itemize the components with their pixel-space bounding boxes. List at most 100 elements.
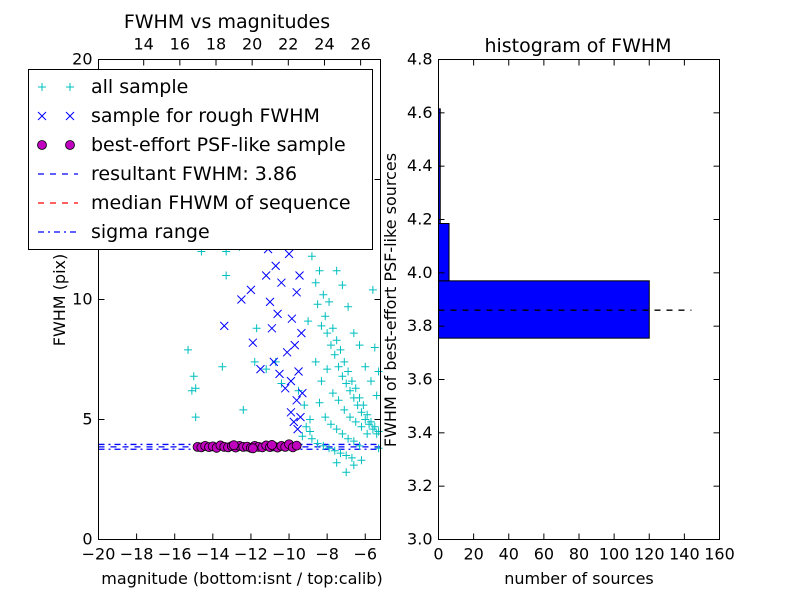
point-2-26 bbox=[291, 440, 302, 451]
point-0-93 bbox=[355, 341, 364, 350]
point-0-73 bbox=[307, 434, 316, 443]
right-xtick-label-8: 160 bbox=[704, 545, 735, 564]
point-0-80 bbox=[347, 453, 356, 462]
point-0-45 bbox=[357, 408, 366, 417]
point-0-12 bbox=[252, 324, 261, 333]
point-0-6 bbox=[218, 362, 227, 371]
point-0-74 bbox=[313, 439, 322, 448]
right-ytick-label-0: 3.0 bbox=[407, 530, 432, 549]
point-0-64 bbox=[363, 429, 372, 438]
left-toptick-label-3: 20 bbox=[242, 35, 262, 54]
point-0-57 bbox=[323, 365, 332, 374]
right-xtick-label-4: 80 bbox=[569, 545, 589, 564]
point-1-32 bbox=[296, 412, 305, 422]
point-0-71 bbox=[349, 437, 358, 446]
point-0-7 bbox=[222, 271, 231, 280]
point-0-67 bbox=[326, 420, 335, 429]
right-ytick-label-6: 4.2 bbox=[407, 210, 432, 229]
point-0-54 bbox=[374, 427, 383, 436]
point-0-36 bbox=[340, 357, 349, 366]
left-ytick-label-1: 5 bbox=[82, 410, 92, 429]
legend-marker-b-0 bbox=[66, 83, 74, 91]
point-0-47 bbox=[361, 415, 370, 424]
point-0-82 bbox=[342, 468, 351, 477]
point-0-31 bbox=[330, 350, 339, 359]
point-0-15 bbox=[277, 379, 286, 388]
point-0-91 bbox=[344, 302, 353, 311]
legend-frame bbox=[28, 69, 373, 250]
point-1-23 bbox=[289, 417, 299, 427]
point-0-52 bbox=[370, 422, 379, 431]
right-bars bbox=[438, 108, 650, 339]
left-xtick-label-4: −12 bbox=[234, 545, 268, 564]
right-chart: histogram of FWHM number of sources FWHM… bbox=[381, 35, 735, 588]
point-1-2 bbox=[246, 285, 256, 295]
point-0-89 bbox=[332, 266, 341, 275]
point-0-105 bbox=[298, 432, 307, 441]
right-xtick-label-5: 100 bbox=[599, 545, 630, 564]
point-1-8 bbox=[267, 323, 277, 333]
legend-marker-a-1 bbox=[37, 111, 47, 121]
point-0-62 bbox=[351, 417, 360, 426]
legend-marker-b-2 bbox=[65, 140, 75, 150]
point-0-35 bbox=[338, 372, 347, 381]
hist-bar-0 bbox=[438, 280, 650, 339]
point-0-27 bbox=[323, 329, 332, 338]
point-0-94 bbox=[361, 362, 370, 371]
right-ytick-label-1: 3.2 bbox=[407, 476, 432, 495]
point-0-16 bbox=[294, 386, 303, 395]
point-0-102 bbox=[368, 285, 377, 294]
point-0-0 bbox=[184, 345, 193, 354]
point-0-34 bbox=[336, 345, 345, 354]
point-0-46 bbox=[359, 401, 368, 410]
point-1-16 bbox=[280, 383, 290, 393]
right-xtick-label-7: 140 bbox=[669, 545, 700, 564]
right-ytick-label-3: 3.6 bbox=[407, 370, 432, 389]
point-0-107 bbox=[306, 415, 314, 424]
legend-label-sigma-range: sigma range bbox=[91, 221, 210, 243]
point-1-11 bbox=[273, 309, 282, 319]
point-0-4 bbox=[191, 413, 200, 422]
left-ytick-label-2: 10 bbox=[72, 290, 92, 309]
point-0-44 bbox=[355, 393, 364, 402]
left-ytick-label-4: 20 bbox=[72, 50, 92, 69]
point-2-27 bbox=[228, 440, 239, 451]
point-0-103 bbox=[370, 343, 379, 352]
point-1-0 bbox=[219, 321, 229, 331]
point-0-42 bbox=[351, 384, 360, 393]
left-chart: FWHM vs magnitudes magnitude (bottom:isn… bbox=[28, 11, 383, 588]
left-xtick-label-2: −16 bbox=[158, 545, 192, 564]
point-1-26 bbox=[292, 395, 302, 405]
point-1-30 bbox=[295, 271, 304, 280]
point-1-27 bbox=[292, 287, 302, 297]
point-0-95 bbox=[366, 377, 375, 386]
point-0-13 bbox=[262, 365, 271, 374]
legend-marker-a-2 bbox=[37, 140, 47, 150]
point-0-20 bbox=[307, 252, 316, 261]
point-0-25 bbox=[319, 290, 328, 299]
point-0-22 bbox=[313, 300, 322, 309]
point-1-9 bbox=[269, 357, 279, 367]
point-1-17 bbox=[282, 347, 292, 357]
legend-label-all-sample: all sample bbox=[91, 76, 188, 98]
point-0-17 bbox=[300, 401, 309, 410]
point-1-33 bbox=[297, 328, 306, 338]
left-toptick-label-4: 22 bbox=[278, 35, 298, 54]
legend-label-median-fwhm: median FHWM of sequence bbox=[91, 192, 351, 214]
right-xtick-label-1: 20 bbox=[463, 545, 483, 564]
point-0-59 bbox=[334, 396, 343, 405]
point-0-38 bbox=[344, 367, 353, 376]
left-chart-title: FWHM vs magnitudes bbox=[124, 11, 330, 33]
point-0-58 bbox=[328, 389, 337, 398]
point-0-79 bbox=[342, 451, 351, 460]
series-2 bbox=[192, 439, 302, 454]
legend-marker-b-1 bbox=[65, 111, 75, 121]
left-legend: all sample sample for rough FWHM best-ef… bbox=[28, 69, 373, 250]
left-hlines bbox=[98, 443, 381, 450]
legend-label-psf-sample: best-effort PSF-like sample bbox=[91, 134, 346, 156]
hist-bar-1 bbox=[438, 223, 450, 282]
left-ytick-label-0: 0 bbox=[82, 530, 92, 549]
left-toptick-label-5: 24 bbox=[314, 35, 334, 54]
point-0-75 bbox=[319, 441, 328, 450]
right-xtick-label-3: 60 bbox=[534, 545, 554, 564]
